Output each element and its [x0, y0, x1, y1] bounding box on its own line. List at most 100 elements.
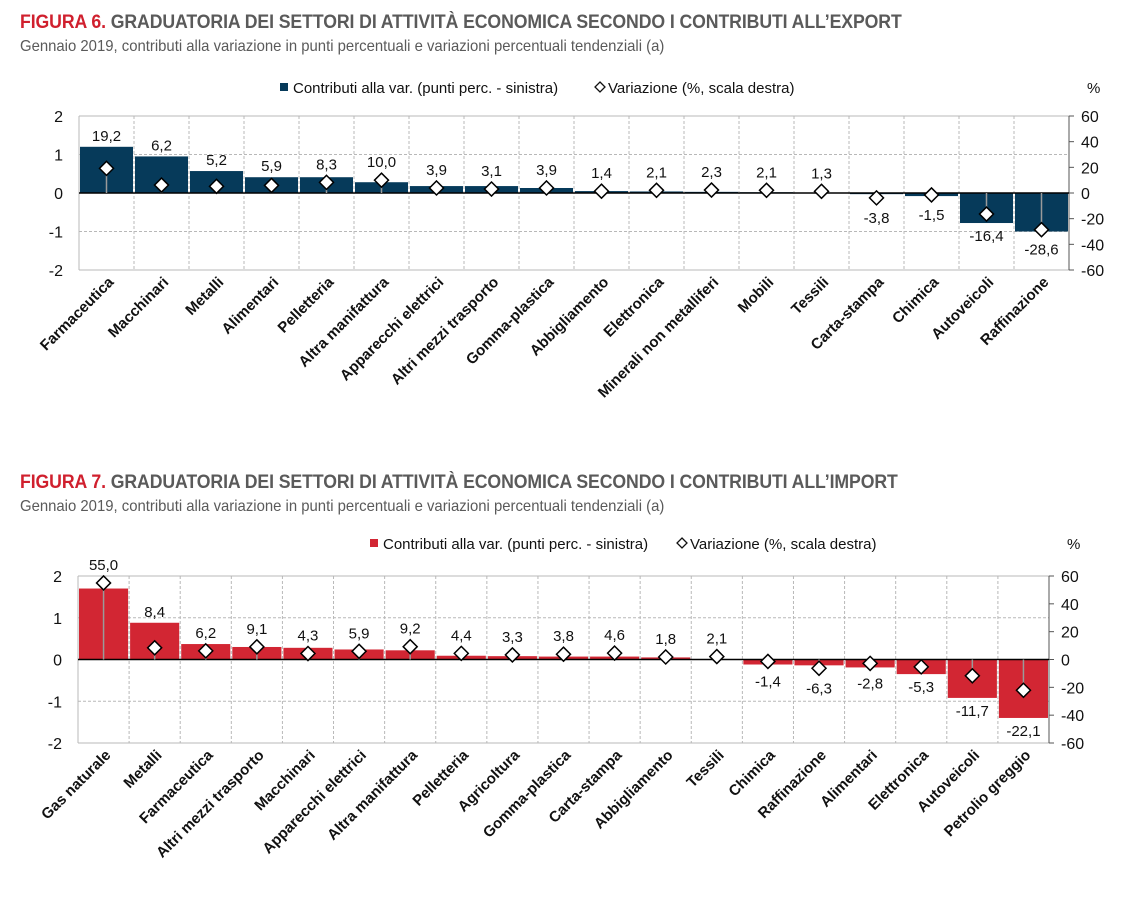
y-right-tick-label: -60 [1081, 263, 1104, 280]
y-right-tick-label: -40 [1081, 237, 1104, 254]
legend-marker-label: Variazione (%, scala destra) [608, 80, 794, 97]
y-left-tick-label: 1 [54, 148, 63, 165]
variation-marker [248, 638, 265, 655]
data-label: -16,4 [969, 228, 1003, 245]
y-left-tick-label: 0 [53, 653, 62, 670]
variation-marker [208, 178, 225, 195]
data-label: 8,3 [316, 156, 337, 173]
variation-marker [351, 643, 368, 660]
data-label: 8,4 [144, 604, 165, 621]
data-label: -6,3 [806, 680, 832, 697]
data-label: 5,2 [206, 152, 227, 169]
variation-marker [318, 174, 335, 191]
variation-marker [95, 574, 112, 592]
variation-marker [923, 186, 940, 203]
legend-diamond-icon [594, 81, 606, 93]
data-label: 9,1 [246, 621, 267, 638]
y-left-tick-label: 2 [54, 109, 63, 126]
legend-bar-label: Contributi alla var. (punti perc. - sini… [293, 80, 558, 97]
legend: Contributi alla var. (punti perc. - sini… [280, 80, 794, 97]
chart-export: Contributi alla var. (punti perc. - sini… [37, 80, 1104, 401]
data-label: -11,7 [956, 703, 989, 720]
variation-marker [813, 183, 830, 200]
y-right-tick-label: 40 [1061, 597, 1079, 614]
data-label: 9,2 [400, 621, 421, 638]
variation-marker [703, 181, 720, 199]
data-label: 2,1 [756, 164, 777, 181]
legend-bar-label: Contributi alla var. (punti perc. - sini… [383, 536, 648, 553]
data-label: -1,4 [755, 673, 781, 690]
data-label: -1,5 [919, 207, 945, 224]
data-label: 3,8 [553, 628, 574, 645]
right-axis-unit: % [1067, 536, 1080, 553]
data-label: 5,9 [261, 158, 282, 175]
data-label: 19,2 [92, 128, 121, 145]
figure-title-text: GRADUATORIA DEI SETTORI DI ATTIVITÀ ECON… [110, 472, 898, 493]
data-label: 55,0 [89, 557, 118, 574]
variation-marker [648, 182, 665, 199]
variation-marker [483, 180, 500, 198]
x-category-label: Altra manifattura [324, 746, 421, 843]
variation-marker [862, 655, 879, 672]
y-left-tick-label: 2 [53, 569, 62, 586]
y-left-tick-label: -2 [49, 263, 63, 280]
data-label: -3,8 [864, 210, 890, 227]
y-right-tick-label: -20 [1081, 212, 1104, 229]
variation-marker [1033, 221, 1050, 238]
x-category-label: Gomma-plastica [480, 746, 575, 841]
variation-marker [153, 176, 170, 194]
y-left-tick-label: -2 [48, 736, 62, 753]
data-label: 3,1 [481, 163, 502, 180]
data-label: 2,1 [706, 631, 727, 648]
y-left-tick-label: 1 [53, 611, 62, 628]
data-label: 2,1 [646, 164, 667, 181]
figure-title-text: GRADUATORIA DEI SETTORI DI ATTIVITÀ ECON… [110, 12, 902, 33]
data-label: 4,6 [604, 627, 625, 644]
data-label: 3,9 [536, 162, 557, 179]
data-label: -28,6 [1024, 242, 1058, 259]
figure-subtitle: Gennaio 2019, contributi alla variazione… [20, 498, 665, 515]
legend-bar-swatch [370, 539, 378, 547]
x-category-label: Chimica [725, 746, 779, 800]
legend-bar-swatch [280, 83, 288, 91]
variation-marker [402, 638, 419, 655]
variation-marker [555, 646, 572, 663]
variation-marker [978, 205, 995, 223]
variation-marker [146, 639, 163, 656]
variation-marker [708, 648, 725, 665]
variation-marker [428, 179, 445, 197]
data-label: 3,9 [426, 162, 447, 179]
data-label: 5,9 [349, 625, 370, 642]
variation-marker [373, 172, 390, 189]
data-label: 4,4 [451, 627, 472, 644]
right-axis-unit: % [1087, 80, 1100, 97]
figure-title: FIGURA 6. GRADUATORIA DEI SETTORI DI ATT… [20, 12, 902, 34]
data-label: 3,3 [502, 629, 523, 646]
variation-marker [538, 179, 555, 197]
y-left-tick-label: -1 [49, 225, 63, 242]
variation-marker [657, 648, 674, 666]
data-label: 4,3 [298, 628, 319, 645]
variation-marker [197, 642, 214, 659]
variation-marker [606, 645, 623, 662]
x-category-label: Metalli [120, 747, 165, 792]
y-right-tick-label: 0 [1081, 186, 1090, 203]
y-right-tick-label: 20 [1081, 160, 1099, 177]
data-label: 1,3 [811, 165, 832, 182]
x-category-label: Tessili [683, 747, 727, 791]
data-label: 10,0 [367, 154, 396, 171]
figure-subtitle: Gennaio 2019, contributi alla variazione… [20, 38, 665, 55]
variation-marker [964, 667, 981, 684]
y-right-tick-label: 60 [1081, 109, 1099, 126]
y-right-tick-label: -20 [1061, 680, 1084, 697]
x-category-label: Petrolio greggio [941, 747, 1034, 840]
data-label: 6,2 [195, 625, 216, 642]
variation-marker [810, 660, 828, 677]
y-right-tick-label: 0 [1061, 653, 1070, 670]
variation-marker [453, 645, 470, 662]
variation-marker [759, 653, 776, 670]
variation-marker [1015, 682, 1032, 699]
y-right-tick-label: 20 [1061, 625, 1079, 642]
y-right-tick-label: -60 [1061, 736, 1084, 753]
